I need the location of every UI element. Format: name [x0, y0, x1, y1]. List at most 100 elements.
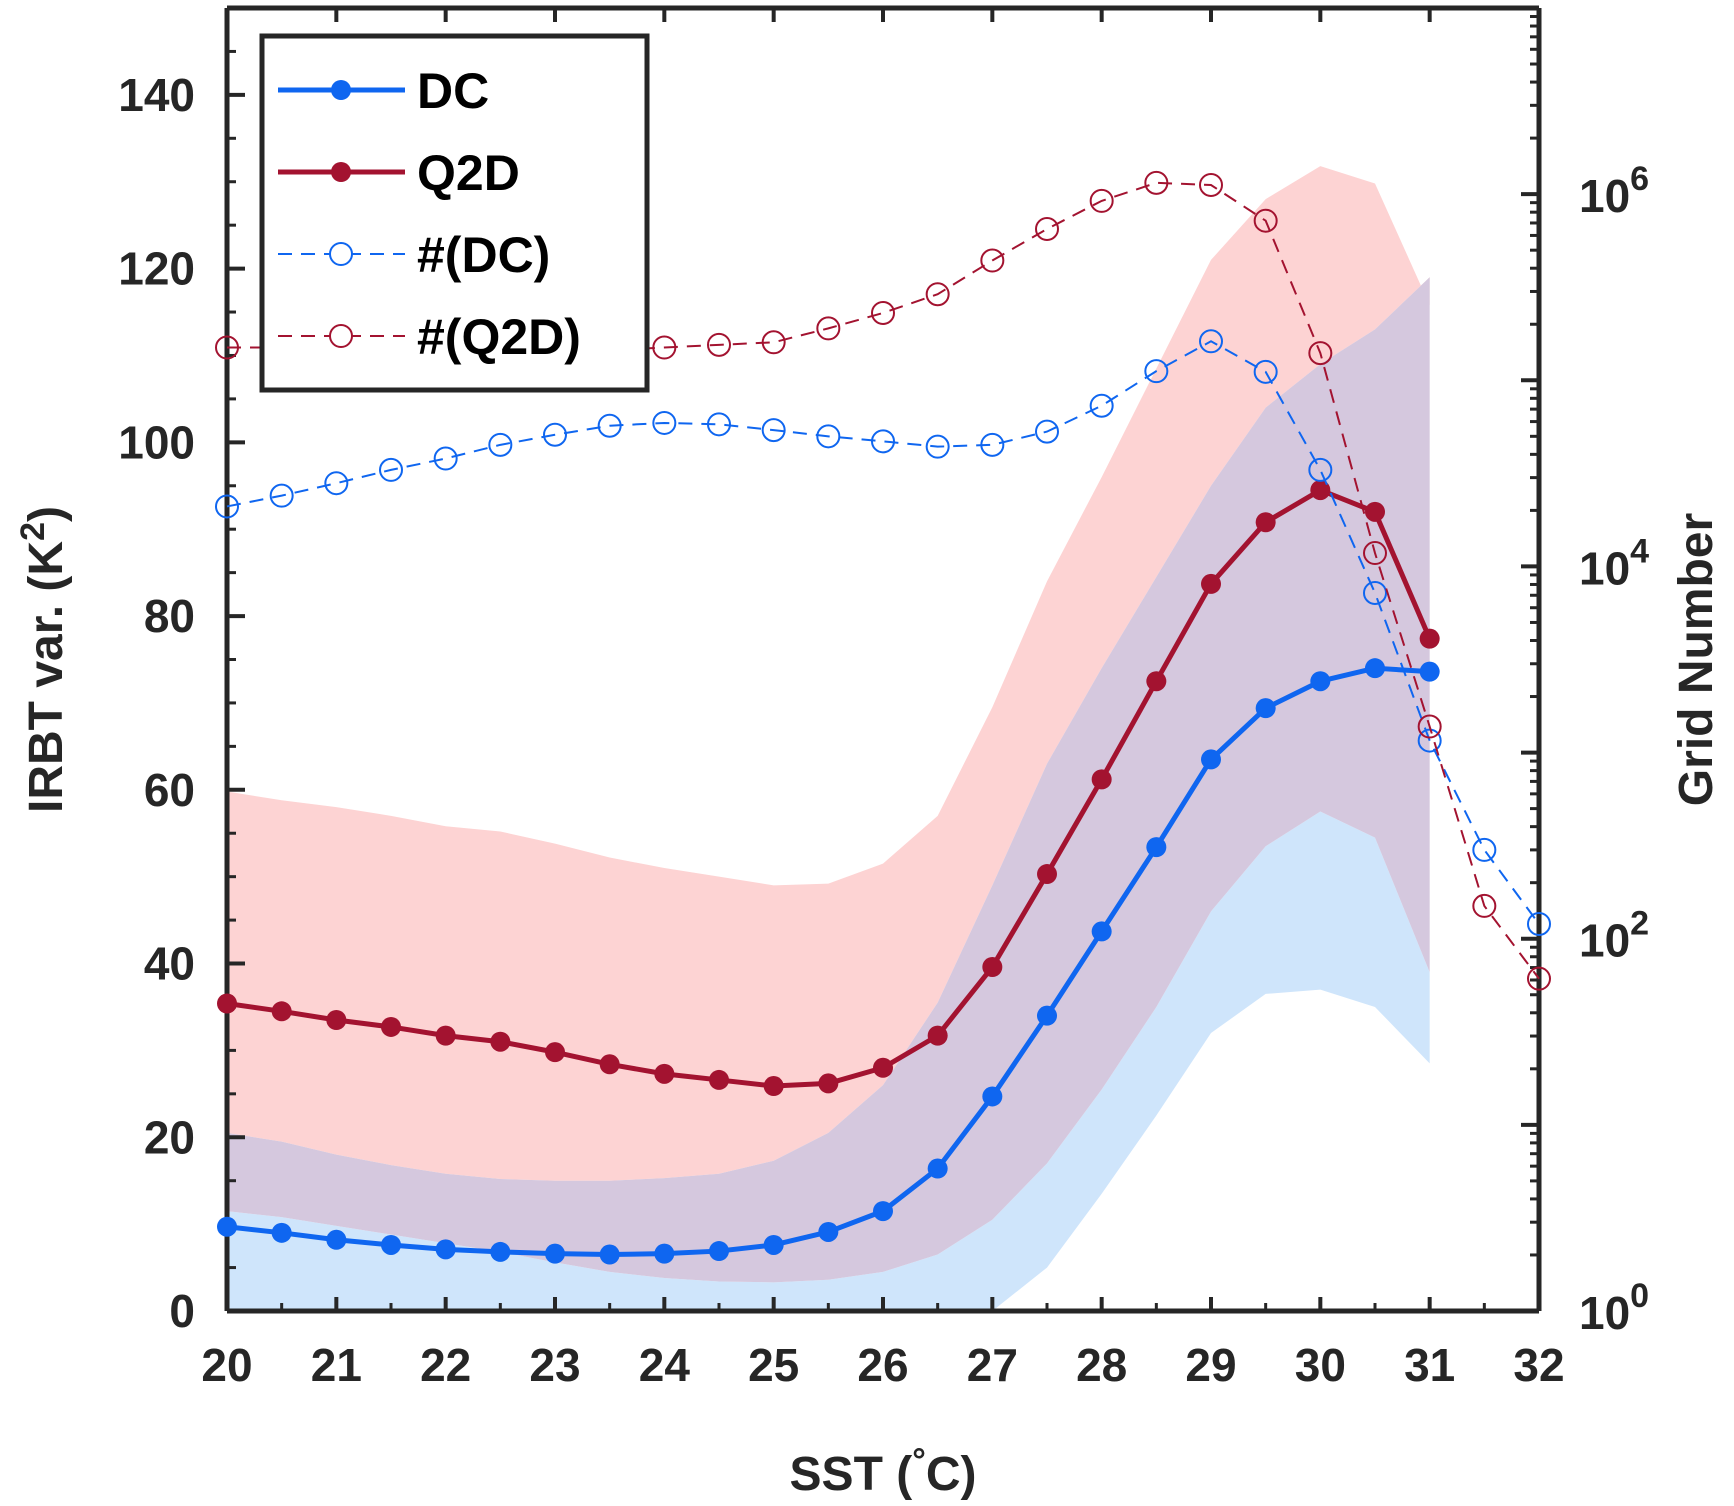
point-dc [271, 1222, 292, 1243]
point-count-q2d [1199, 172, 1223, 197]
point-count-dc [1199, 329, 1223, 354]
point-count-dc [488, 432, 513, 457]
point-dc [1365, 658, 1385, 679]
point-count-q2d [215, 335, 239, 360]
point-count-dc [1144, 359, 1169, 384]
point-q2d [709, 1069, 729, 1090]
legend-label-q2d: #(Q2D) [417, 309, 581, 365]
point-q2d [490, 1031, 511, 1052]
point-count-dc [652, 410, 677, 435]
point-count-q2d [1527, 966, 1551, 991]
point-count-dc [980, 432, 1005, 457]
point-count-dc [597, 413, 622, 438]
point-q2d [217, 993, 237, 1014]
point-count-q2d [1417, 714, 1442, 739]
y-left-tick-label: 40 [144, 938, 195, 990]
legend-box [259, 33, 650, 393]
point-count-dc [215, 494, 239, 519]
legend-marker-q2d [329, 324, 353, 348]
overlap-band [227, 277, 1430, 1283]
axis-titles: SST (°C) IRBT var. (K2) Grid Number [14, 506, 1723, 1501]
y-right-tick-label: 100 [1579, 1277, 1649, 1339]
point-q2d [927, 1025, 948, 1046]
point-dc [217, 1216, 237, 1237]
x-tick-label: 29 [1185, 1339, 1236, 1391]
point-count-dc [925, 434, 950, 459]
dc-band-lower [227, 811, 1430, 1311]
y-right-axis-title: Grid Number [1670, 513, 1723, 806]
point-count-q2d [1253, 208, 1278, 233]
point-count-q2d [816, 316, 841, 341]
point-count-dc [1527, 911, 1551, 936]
point-count-dc [1089, 393, 1114, 418]
q2d-band [227, 166, 1430, 1181]
point-q2d [818, 1073, 839, 1094]
y-left-axis-title: IRBT var. (K2) [14, 506, 73, 813]
point-dc [381, 1234, 401, 1255]
point-q2d [1419, 628, 1440, 649]
point-dc [1146, 837, 1167, 858]
point-q2d [1037, 864, 1057, 885]
point-q2d [1091, 769, 1112, 790]
point-dc [1091, 921, 1112, 942]
y-right-tick-label: 106 [1579, 160, 1649, 222]
point-count-dc [1308, 457, 1333, 482]
point-count-dc [1363, 580, 1387, 605]
x-axis-title: SST (°C) [790, 1442, 977, 1501]
point-count-dc [871, 429, 895, 454]
point-count-q2d [761, 330, 786, 355]
y-right-tick-label: 102 [1579, 905, 1649, 967]
point-dc [1310, 671, 1331, 692]
point-count-dc [761, 418, 786, 443]
y-left-tick-label: 80 [144, 590, 195, 642]
point-q2d [271, 1001, 292, 1022]
point-count-q2d [707, 332, 731, 357]
point-dc [1255, 698, 1276, 719]
point-dc [654, 1243, 675, 1264]
y-left-tick-label: 120 [118, 243, 195, 295]
point-count-dc [816, 424, 841, 449]
point-count-q2d [925, 282, 950, 307]
point-count-q2d [980, 248, 1005, 273]
y-left-tick-label: 140 [118, 69, 195, 121]
point-q2d [326, 1009, 347, 1030]
point-count-dc [433, 446, 458, 471]
point-q2d [599, 1054, 620, 1075]
x-tick-label: 31 [1404, 1339, 1455, 1391]
point-q2d [1310, 480, 1331, 501]
point-q2d [1201, 573, 1221, 594]
x-tick-label: 24 [639, 1339, 691, 1391]
axes: 20 21 22 23 24 25 26 27 28 29 30 31 3202040608010012… [118, 5, 1649, 1391]
point-dc [599, 1244, 620, 1265]
point-count-q2d [1035, 216, 1059, 241]
point-q2d [763, 1076, 784, 1097]
point-dc [435, 1239, 456, 1260]
point-count-dc [379, 457, 403, 482]
x-tick-label: 27 [967, 1339, 1018, 1391]
confidence-bands [227, 166, 1430, 1311]
x-tick-label: 32 [1513, 1339, 1564, 1391]
point-q2d [1146, 671, 1167, 692]
point-q2d [435, 1025, 456, 1046]
point-q2d [873, 1057, 893, 1078]
x-tick-label: 30 [1295, 1339, 1346, 1391]
point-dc [1419, 661, 1440, 682]
legend-label-dc: DC [417, 63, 489, 119]
point-dc [873, 1201, 893, 1222]
point-count-q2d [1089, 188, 1114, 213]
point-count-dc [1253, 359, 1278, 384]
point-count-q2d [1144, 170, 1169, 195]
point-dc [818, 1221, 839, 1242]
x-tick-label: 25 [748, 1339, 799, 1391]
x-tick-label: 23 [529, 1339, 580, 1391]
legend-label-dc: #(DC) [417, 227, 550, 283]
legend: DC Q2D #(DC) #(Q2D) [259, 33, 650, 393]
point-count-q2d [1363, 541, 1387, 566]
point-dc [1037, 1005, 1057, 1026]
x-tick-label: 20 [201, 1339, 252, 1391]
data-series [215, 170, 1551, 1265]
point-count-dc [324, 471, 349, 496]
x-tick-label: 22 [420, 1339, 471, 1391]
legend-marker-dc [329, 242, 353, 266]
